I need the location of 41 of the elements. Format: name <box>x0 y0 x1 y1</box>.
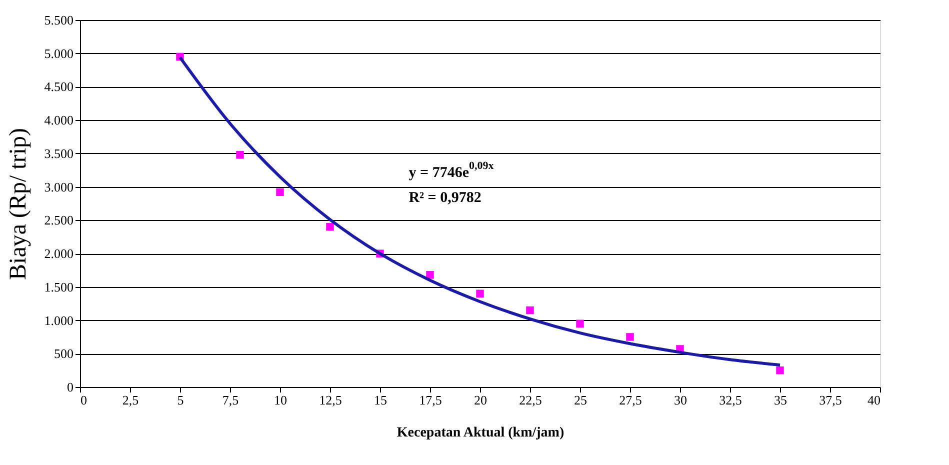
y-tick-label: 500 <box>54 346 74 362</box>
x-tick-label: 10 <box>274 392 287 408</box>
x-tick-label: 5 <box>177 392 184 408</box>
x-tick-label: 2,5 <box>122 392 139 408</box>
x-tick-label: 12,5 <box>319 392 342 408</box>
x-tick-label: 37,5 <box>819 392 842 408</box>
point <box>276 188 284 196</box>
x-tick-label: 40 <box>868 392 880 408</box>
x-tick-label: 0 <box>80 392 87 408</box>
x-tick-label: 20 <box>474 392 487 408</box>
y-tick-label: 4.000 <box>44 112 74 128</box>
x-tick-label: 22,5 <box>519 392 542 408</box>
x-tick-label: 35 <box>774 392 787 408</box>
x-tick-label: 7,5 <box>222 392 239 408</box>
x-tick-label: 25 <box>574 392 587 408</box>
y-tick-label: 5.000 <box>44 46 74 61</box>
y-tick-label: 1.000 <box>44 312 74 328</box>
y-tick-label: 2.500 <box>44 212 74 228</box>
y-tick-label: 5.500 <box>44 12 74 28</box>
x-tick-label: 15 <box>374 392 387 408</box>
x-tick-label: 27,5 <box>619 392 642 408</box>
point <box>236 150 244 159</box>
point <box>326 222 334 231</box>
point <box>576 320 584 328</box>
y-axis-title: Biaya (Rp/ trip) <box>5 128 32 280</box>
y-tick-label: 4.500 <box>44 79 74 94</box>
point <box>426 271 434 279</box>
y-tick-label: 3.000 <box>44 179 74 194</box>
point <box>776 366 784 374</box>
y-tick-label: 1.500 <box>44 279 74 294</box>
point <box>626 333 634 341</box>
x-axis-title: Kecepatan Aktual (km/jam) <box>396 426 564 440</box>
x-tick-label: 17,5 <box>419 392 442 408</box>
x-tick-label: 32,5 <box>719 392 742 408</box>
point <box>476 290 484 298</box>
x-tick-label: 30 <box>674 392 687 408</box>
y-tick-label: 2.000 <box>44 246 74 262</box>
y-tick-label: 3.500 <box>44 146 74 161</box>
y-tick-label: 0 <box>67 380 74 394</box>
point <box>526 306 534 314</box>
annotation: R² = 0,9782 <box>408 190 482 206</box>
